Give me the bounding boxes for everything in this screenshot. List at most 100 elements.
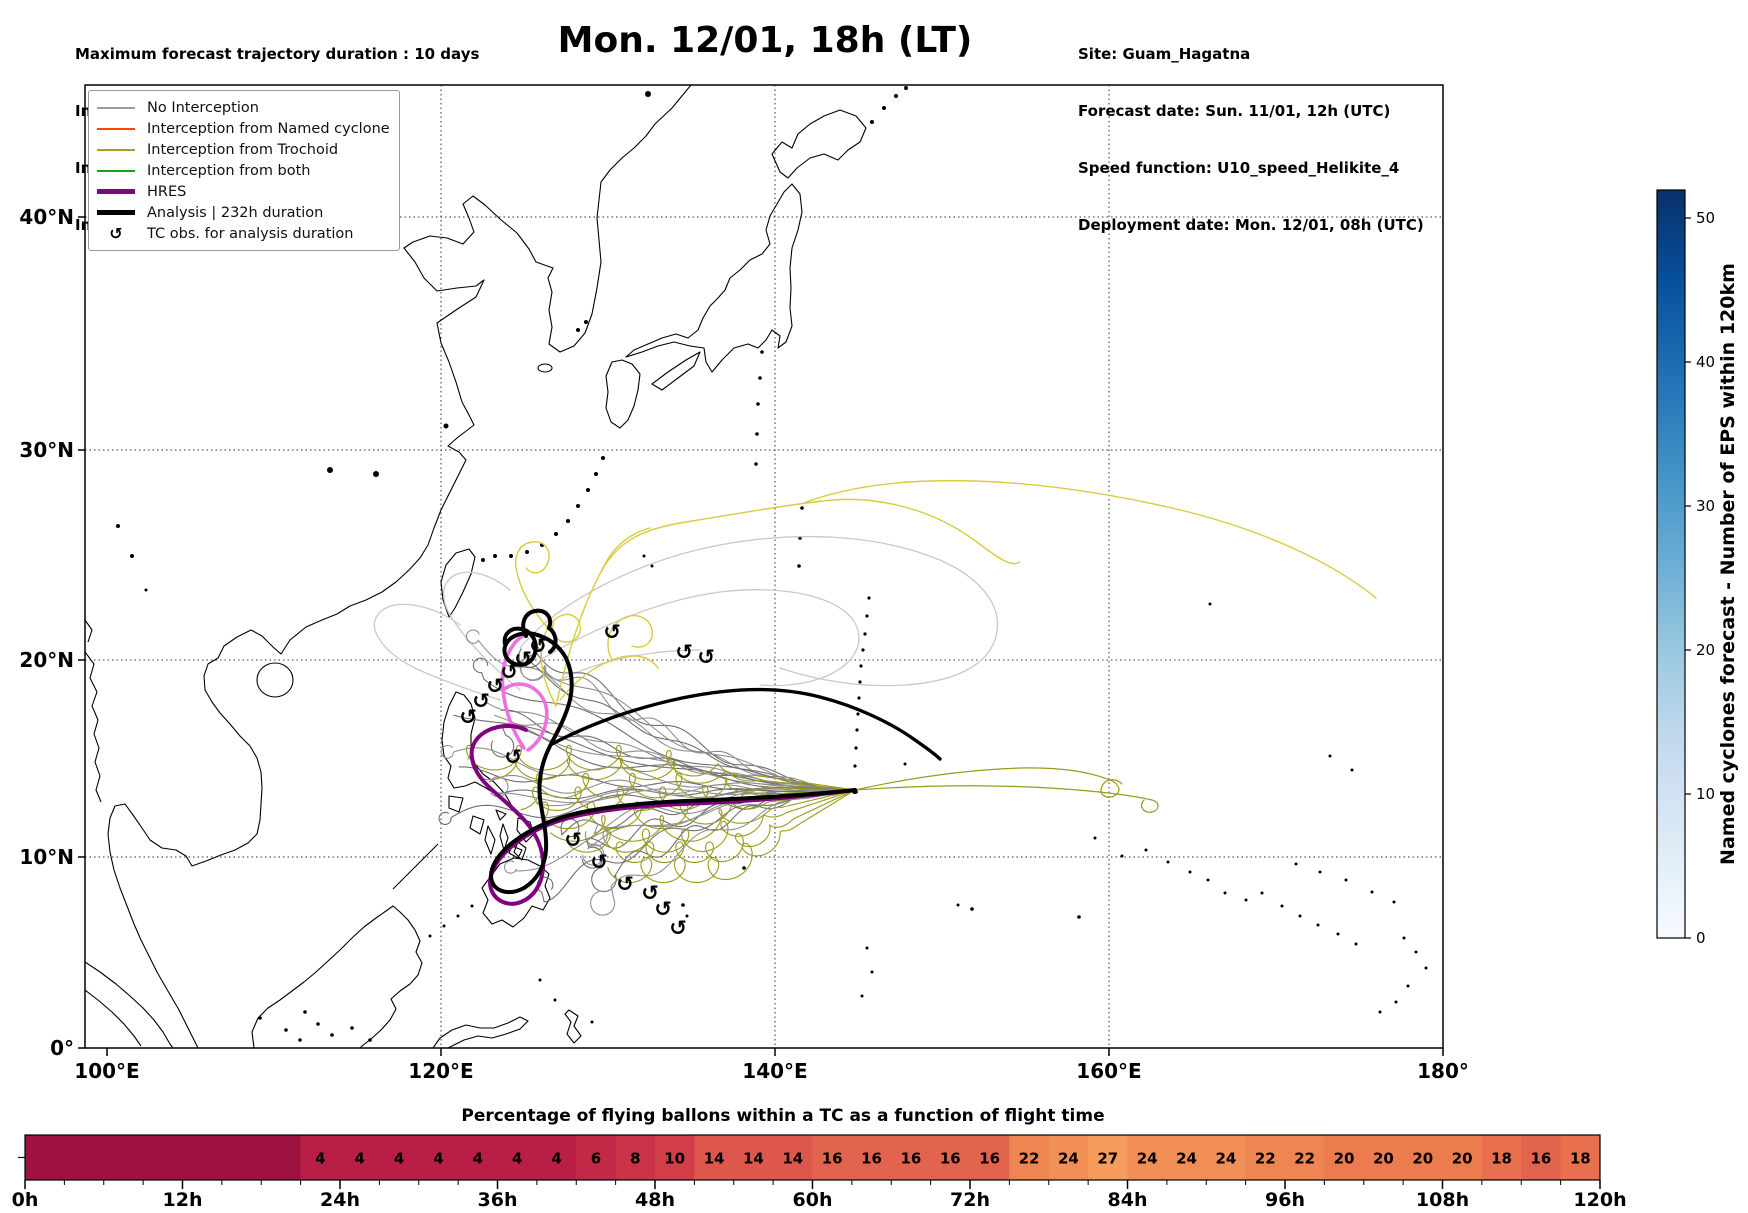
strip-cell-value: 6: [591, 1150, 601, 1168]
coast-taiwan: [440, 548, 476, 618]
strip-cell: [103, 1135, 144, 1180]
strip-cell-value: 22: [1294, 1150, 1315, 1168]
map-frame: [84, 84, 1444, 1049]
strip-cell-value: 14: [743, 1150, 764, 1168]
legend-line-sample: [97, 189, 135, 194]
strip-cell-value: 24: [1216, 1150, 1237, 1168]
legend-item-hres: HRES: [97, 181, 391, 202]
strip-cell: [773, 1135, 813, 1180]
strip-cell: [1521, 1135, 1562, 1180]
strip-cell-value: 14: [782, 1150, 803, 1168]
colorbar-tick-label: 0: [1696, 929, 1706, 947]
strip-cell-value: 16: [822, 1150, 843, 1168]
strip-cell: [891, 1135, 932, 1180]
strip-cell-value: 22: [1019, 1150, 1040, 1168]
legend-item-named-cyclone: Interception from Named cyclone: [97, 118, 391, 139]
strip-cell: [970, 1135, 1010, 1180]
tc-obs-marker: ↺: [590, 850, 608, 874]
tc-obs-marker: ↺: [641, 881, 659, 905]
y-tick-label: 40°N: [19, 205, 74, 229]
colorbar-label: Named cyclones forecast - Number of EPS …: [1717, 263, 1739, 865]
strip-cell-value: 20: [1334, 1150, 1355, 1168]
strip-cell-value: 4: [512, 1150, 522, 1168]
page-title: Mon. 12/01, 18h (LT): [557, 20, 973, 61]
ensemble-trajectory: [519, 654, 856, 791]
y-tick-label: 20°N: [19, 648, 74, 672]
analysis-trajectory: [489, 608, 942, 895]
colorbar-tick-label: 10: [1696, 785, 1715, 803]
strip-cell-value: 8: [630, 1150, 640, 1168]
header-deployment-date: Deployment date: Mon. 12/01, 08h (UTC): [1078, 216, 1424, 234]
header-site: Site: Guam_Hagatna: [1078, 45, 1251, 63]
legend-line-sample: [97, 106, 135, 109]
ensemble-trajectory: [512, 721, 856, 791]
ensemble-trajectory: [440, 744, 856, 791]
x-tick-label: 180°: [1417, 1059, 1469, 1083]
strip-cell: [694, 1135, 735, 1180]
trochoid-trajectory: [607, 789, 856, 884]
legend-box: No Interception Interception from Named …: [88, 90, 400, 251]
strip-cell-value: 24: [1058, 1150, 1079, 1168]
legend-item-tc-obs: ↺ TC obs. for analysis duration: [97, 223, 391, 244]
strip-cell: [458, 1135, 498, 1180]
coast-mainland-asia: [107, 85, 692, 1048]
strip-cell-value: 16: [901, 1150, 922, 1168]
coast-halmahera: [564, 1009, 582, 1044]
strip-cell-value: 18: [1491, 1150, 1512, 1168]
strip-cell: [143, 1135, 183, 1180]
strip-cell-value: 10: [664, 1150, 685, 1168]
strip-cell: [536, 1135, 577, 1180]
strip-cell-value: 16: [940, 1150, 961, 1168]
strip-cell-value: 14: [704, 1150, 725, 1168]
strip-cell-value: 4: [551, 1150, 561, 1168]
strip-cell: [340, 1135, 380, 1180]
strip-cell: [812, 1135, 853, 1180]
coast-kyushu: [605, 359, 641, 429]
strip-cell-value: 4: [354, 1150, 364, 1168]
strip-cell: [733, 1135, 774, 1180]
tc-obs-marker: ↺: [654, 897, 672, 921]
coast-hokkaido: [771, 109, 867, 179]
legend-line-sample: [97, 127, 135, 130]
strip-cell: [615, 1135, 656, 1180]
ensemble-trajectory: [472, 657, 856, 791]
trochoid-trajectory: [480, 757, 856, 791]
tc-obs-marker: ↺: [514, 647, 532, 671]
strip-cell: [497, 1135, 538, 1180]
legend-item-both: Interception from both: [97, 160, 391, 181]
strip-hour-label: 84h: [1108, 1189, 1148, 1211]
strip-cell: [851, 1135, 892, 1180]
tc-obs-marker: ↺: [616, 872, 634, 896]
trochoid-east-strands: [854, 767, 1159, 813]
coast-sulawesi: [432, 1016, 529, 1048]
strip-cell-value: 4: [315, 1150, 325, 1168]
legend-item-analysis: Analysis | 232h duration: [97, 202, 391, 223]
tc-obs-markers: ↺↺ ↺↺↺↺↺↺↺↺↺↺↺ ↺↺↺: [459, 620, 715, 940]
tc-obs-marker: ↺: [472, 689, 490, 713]
colorbar: Named cyclones forecast - Number of EPS …: [1656, 189, 1739, 947]
legend-item-label: Interception from both: [147, 162, 311, 179]
tc-obs-marker: ↺: [564, 828, 582, 852]
tc-obs-marker: ↺: [675, 640, 693, 664]
strip-cell: [1481, 1135, 1522, 1180]
strip-hour-label: 96h: [1265, 1189, 1305, 1211]
y-tick-label: 0°: [50, 1036, 74, 1060]
legend-line-sample: [97, 148, 135, 151]
no-interception-loops: [373, 535, 999, 701]
y-tick-label: 30°N: [19, 438, 74, 462]
strip-hour-label: 72h: [950, 1189, 990, 1211]
strip-cell: [64, 1135, 105, 1180]
map-axes: 40°N 30°N 20°N 10°N 0°100°E 120°E 140°E 160°E 18…: [19, 84, 1469, 1083]
coast-sumatra: [85, 961, 174, 1048]
strip-cell-value: 16: [1531, 1150, 1552, 1168]
tc-obs-marker: ↺: [669, 916, 687, 940]
ensemble-trajectory: [438, 789, 856, 825]
legend-line-sample: [97, 169, 135, 172]
coast-mindanao: [481, 857, 551, 928]
coast-borneo: [251, 905, 423, 1048]
trochoid-trajectory: [535, 772, 856, 800]
strip-hour-label: 12h: [163, 1189, 203, 1211]
flight-time-strip: Percentage of flying ballons within a TC…: [12, 1106, 1627, 1211]
